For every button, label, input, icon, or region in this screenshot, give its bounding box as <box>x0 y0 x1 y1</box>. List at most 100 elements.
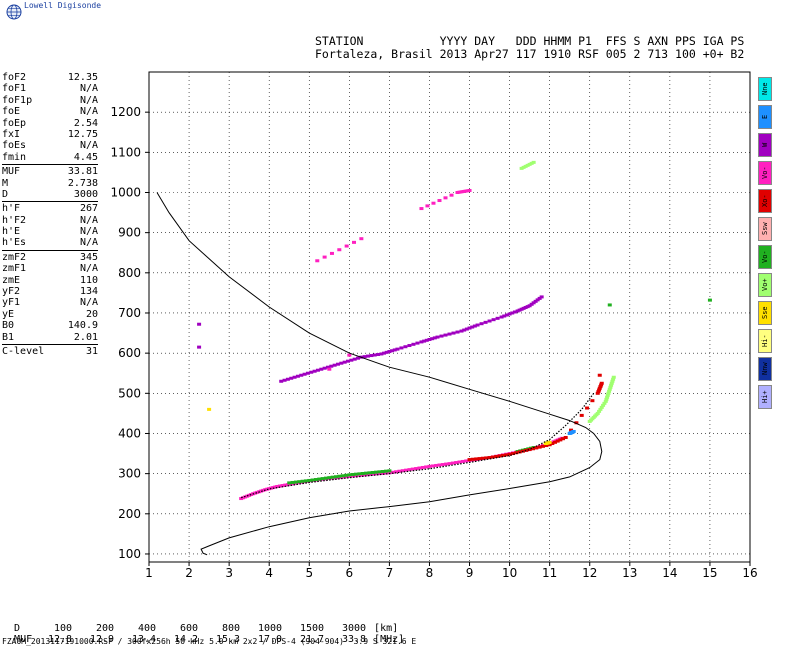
distance-cell: 200 <box>95 623 115 634</box>
echo-point <box>347 474 352 478</box>
distance-row: D 100 200 400 600 800 1000 1500 3000 [km] <box>2 612 398 634</box>
echo-point <box>459 329 464 333</box>
echo-point <box>607 303 612 307</box>
legend-item: Hi+ <box>758 385 772 409</box>
brand-name: Lowell Digisonde <box>24 1 102 10</box>
echo-point <box>574 421 579 425</box>
echo-point <box>354 474 359 478</box>
echo-point <box>424 465 429 469</box>
echo-point <box>510 452 515 456</box>
echo-point <box>384 469 389 473</box>
distance-cell: 1000 <box>257 623 283 634</box>
echo-point <box>527 162 532 166</box>
echo-point <box>397 469 402 473</box>
echo-point <box>422 339 427 343</box>
echo-point <box>329 364 334 368</box>
y-tick-label: 1100 <box>110 145 141 159</box>
echo-point <box>273 485 278 489</box>
echo-point <box>271 486 276 490</box>
echo-point <box>497 454 502 458</box>
echo-point <box>370 471 375 475</box>
param-value: N/A <box>79 263 98 275</box>
echo-point <box>534 446 539 450</box>
echo-point <box>609 381 614 385</box>
echo-point <box>550 442 555 446</box>
param-row: h'Es N/A <box>2 237 98 248</box>
echo-point <box>450 461 455 465</box>
echo-point <box>347 473 352 477</box>
param-row: h'E N/A <box>2 226 98 237</box>
echo-point <box>521 165 526 169</box>
echo-point <box>410 467 415 471</box>
echo-point <box>596 390 601 394</box>
echo-point <box>377 472 382 476</box>
legend-item: Ssw <box>758 217 772 241</box>
y-tick-label: 200 <box>118 507 141 521</box>
echo-point <box>444 462 449 466</box>
echo-point <box>439 334 444 338</box>
echo-point <box>364 473 369 477</box>
echo-point <box>611 377 616 381</box>
muf-row: MUF 12.8 12.9 13.4 14.2 15.3 17.0 21.7 33.8 [MHz] <box>2 623 404 645</box>
echo-point <box>611 375 616 379</box>
echo-point <box>407 344 412 348</box>
echo-point <box>197 322 202 326</box>
echo-point <box>289 376 294 380</box>
echo-point <box>357 472 362 476</box>
echo-point <box>335 362 340 366</box>
echo-point <box>374 470 379 474</box>
echo-point <box>380 471 385 475</box>
param-row: yF2 134 <box>2 286 98 297</box>
param-label: B0 <box>2 320 15 332</box>
x-tick-label: 16 <box>742 566 757 580</box>
legend-item: E <box>758 105 772 129</box>
param-label: h'F <box>2 203 21 215</box>
echo-point <box>322 366 327 370</box>
param-row: h'F2 N/A <box>2 215 98 226</box>
echo-point <box>267 487 272 491</box>
echo-point <box>287 481 292 485</box>
echo-point <box>547 443 552 447</box>
echo-point <box>207 407 212 411</box>
echo-point <box>327 367 332 371</box>
echo-point <box>594 413 599 417</box>
echo-point <box>349 358 354 362</box>
muf-cell: 14.2 <box>173 634 199 645</box>
echo-point <box>327 476 332 480</box>
echo-point <box>514 451 519 455</box>
echo-point <box>510 311 515 315</box>
echo-point <box>504 453 509 457</box>
param-label: foF1p <box>2 94 33 106</box>
param-label: zmF1 <box>2 263 27 275</box>
echo-point <box>462 328 467 332</box>
param-separator <box>2 249 98 251</box>
echo-point <box>317 477 322 481</box>
param-value: 31 <box>85 345 98 357</box>
y-tick-label: 1200 <box>110 105 141 119</box>
param-value: 2.01 <box>73 331 98 343</box>
param-row: fxI 12.75 <box>2 129 98 140</box>
echo-point <box>595 391 600 395</box>
echo-point <box>480 456 485 460</box>
echo-point <box>460 459 465 463</box>
echo-point <box>465 189 470 193</box>
echo-point <box>325 365 330 369</box>
legend-item: W <box>758 133 772 157</box>
muf-cell: 13.4 <box>131 634 157 645</box>
param-label: M <box>2 177 9 189</box>
echo-point <box>350 473 355 477</box>
echo-point <box>303 479 308 483</box>
echo-point <box>430 337 435 341</box>
echo-point <box>571 430 576 434</box>
echo-point <box>707 298 712 302</box>
param-label: B1 <box>2 331 15 343</box>
echo-point <box>599 405 604 409</box>
echo-point <box>309 370 314 374</box>
echo-point <box>352 357 357 361</box>
x-tick-label: 2 <box>185 566 193 580</box>
echo-point <box>255 490 260 494</box>
echo-point <box>285 377 290 381</box>
muf-cell: 17.0 <box>257 634 283 645</box>
echo-point <box>360 473 365 477</box>
